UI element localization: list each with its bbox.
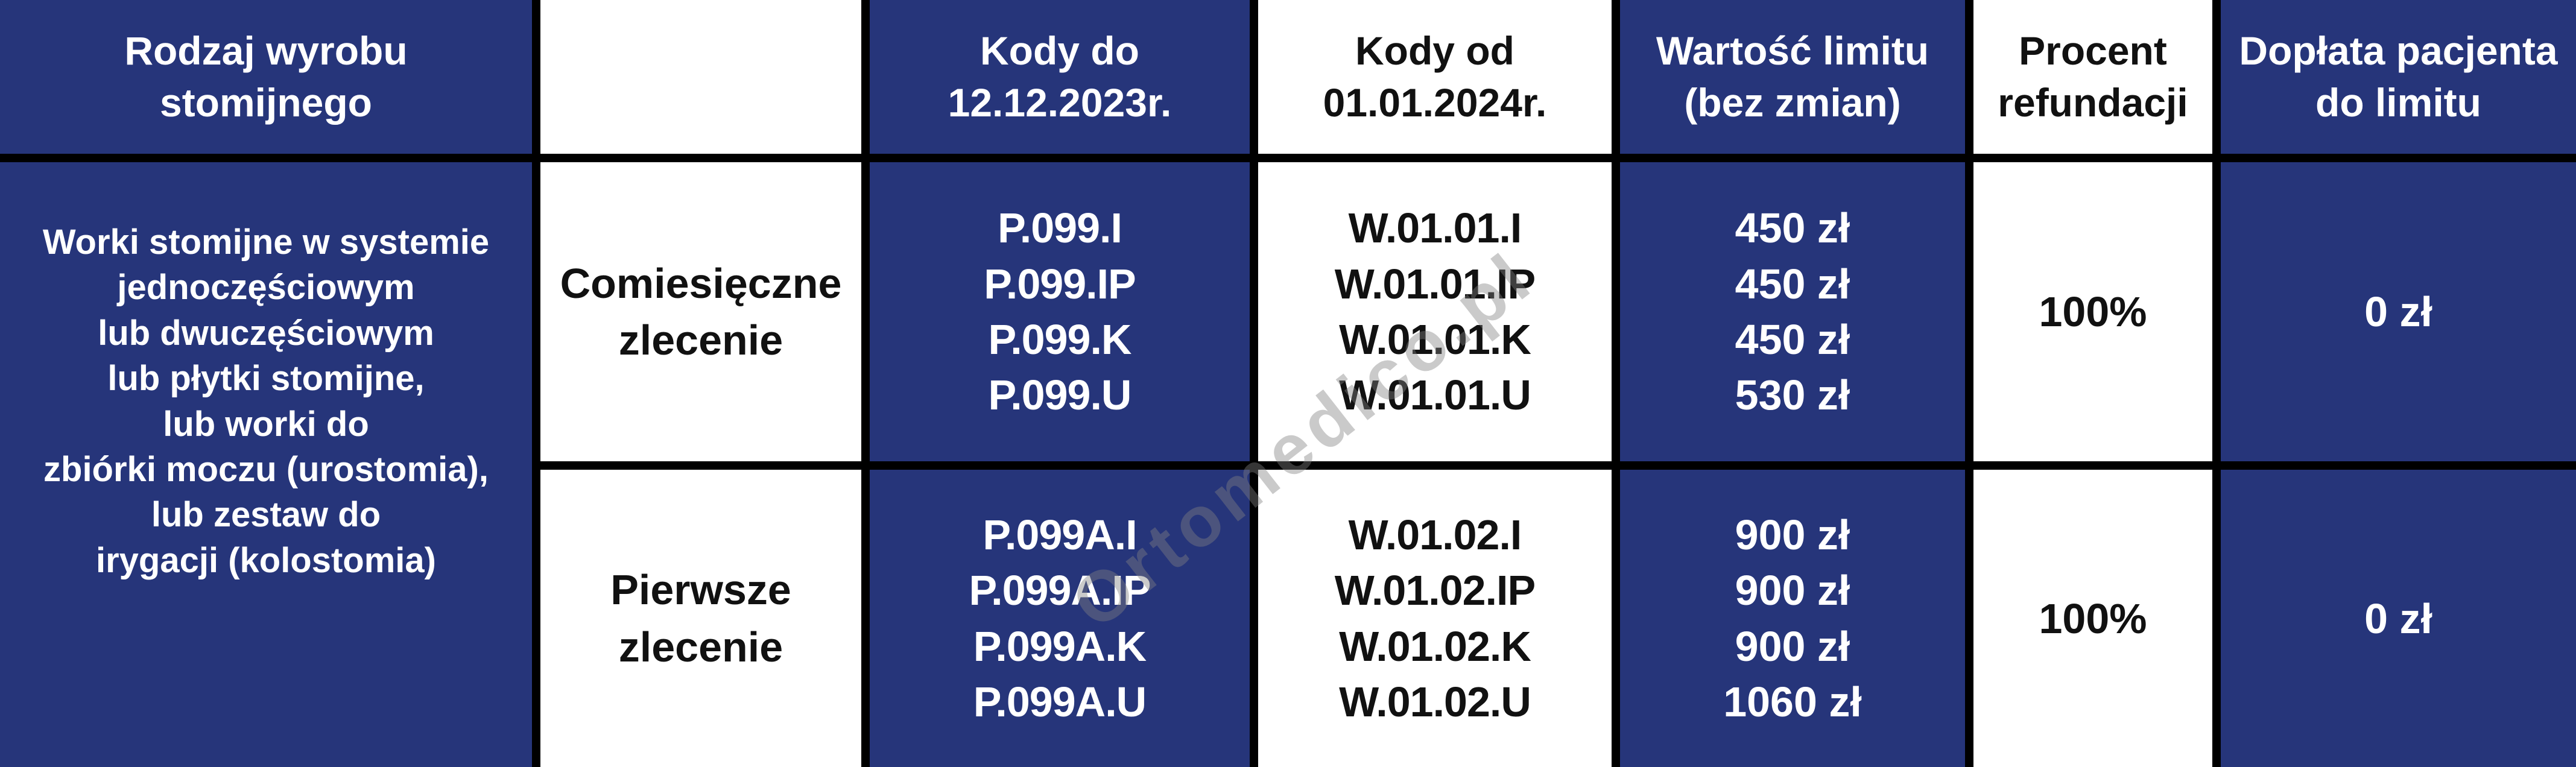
cell-codes-from-row2: W.01.02.I W.01.02.IP W.01.02.K W.01.02.U <box>1258 470 1612 767</box>
cell-patient-copay-row2: 0 zł <box>2221 470 2576 767</box>
header-refund-percent: Procent refundacji <box>1973 0 2212 154</box>
header-empty <box>540 0 861 154</box>
cell-refund-percent-row2: 100% <box>1973 470 2212 767</box>
header-limit-value: Wartość limitu (bez zmian) <box>1620 0 1965 154</box>
header-patient-copay: Dopłata pacjenta do limitu <box>2221 0 2576 154</box>
header-codes-from: Kody od 01.01.2024r. <box>1258 0 1612 154</box>
cell-codes-until-row2: P.099A.I P.099A.IP P.099A.K P.099A.U <box>870 470 1250 767</box>
header-codes-until: Kody do 12.12.2023r. <box>870 0 1250 154</box>
cell-order-type-row2: Pierwsze zlecenie <box>540 470 861 767</box>
cell-limit-values-row1: 450 zł 450 zł 450 zł 530 zł <box>1620 162 1965 461</box>
cell-limit-values-row2: 900 zł 900 zł 900 zł 1060 zł <box>1620 470 1965 767</box>
cell-patient-copay-row1: 0 zł <box>2221 162 2576 461</box>
cell-product-description: Worki stomijne w systemie jednoczęściowy… <box>0 162 532 767</box>
header-product-type: Rodzaj wyrobu stomijnego <box>0 0 532 154</box>
cell-refund-percent-row1: 100% <box>1973 162 2212 461</box>
cell-order-type-row1: Comiesięczne zlecenie <box>540 162 861 461</box>
cell-codes-from-row1: W.01.01.I W.01.01.IP W.01.01.K W.01.01.U <box>1258 162 1612 461</box>
cell-codes-until-row1: P.099.I P.099.IP P.099.K P.099.U <box>870 162 1250 461</box>
